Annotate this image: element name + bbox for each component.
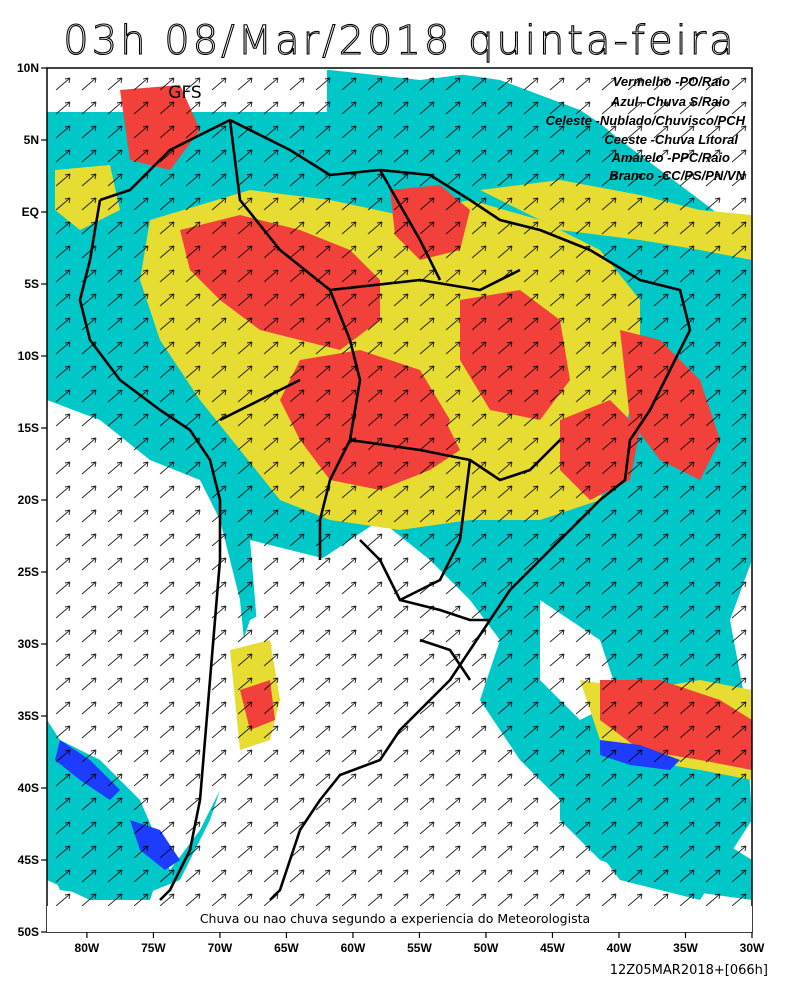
- lat-tick-label: 40S: [18, 781, 39, 795]
- lat-tick-label: 5N: [24, 133, 39, 147]
- run-label: 12Z05MAR2018+[066h]: [609, 963, 768, 978]
- coastlines-borders: [78, 118, 692, 901]
- legend-white: Branco -CC/PS/PN/VN: [609, 168, 745, 183]
- lat-tick-label: 45S: [18, 853, 39, 867]
- legend-yellow: Amarelo -PPC/Raio: [611, 150, 731, 165]
- lon-tick-label: 50W: [474, 941, 499, 955]
- footer-note: Chuva ou nao chuva segundo a experiencia…: [200, 911, 590, 926]
- lon-tick-label: 40W: [607, 941, 632, 955]
- wind-vectors: [47, 68, 752, 932]
- lon-tick-label: 30W: [740, 941, 765, 955]
- lat-tick-label: 10N: [17, 61, 39, 75]
- model-label: GFS: [168, 83, 201, 103]
- lat-tick-label: 30S: [18, 637, 39, 651]
- lon-tick-label: 35W: [673, 941, 698, 955]
- lat-tick-label: 50S: [18, 925, 39, 939]
- legend-coastal-rain: Ceeste -Chuva Litoral: [604, 132, 738, 147]
- footer-note-box: [47, 906, 752, 932]
- lon-tick-label: 55W: [407, 941, 432, 955]
- latitude-ticks: 10N 5N EQ 5S 10S 15S 20S 25S 30S 35S 40S 45S 50S: [17, 61, 47, 939]
- lat-tick-label: EQ: [22, 205, 39, 219]
- lon-tick-label: 75W: [141, 941, 166, 955]
- longitude-ticks: 80W 75W 70W 65W 60W 55W 50W 45W 40W 35W 30W: [75, 932, 765, 955]
- legend: Vermelho -PO/Raio Azul -Chuva S/Raio Cel…: [546, 74, 746, 183]
- legend-blue: Azul -Chuva S/Raio: [610, 94, 730, 109]
- lat-tick-label: 25S: [18, 565, 39, 579]
- lat-tick-label: 5S: [24, 277, 39, 291]
- lat-tick-label: 35S: [18, 709, 39, 723]
- lon-tick-label: 45W: [540, 941, 565, 955]
- map-title: 03h 08/Mar/2018 quinta-feira: [63, 17, 737, 64]
- map-area: [47, 68, 752, 932]
- lon-tick-label: 80W: [75, 941, 100, 955]
- lon-tick-label: 60W: [341, 941, 366, 955]
- legend-red: Vermelho -PO/Raio: [613, 74, 730, 89]
- lat-tick-label: 15S: [18, 421, 39, 435]
- legend-light-cyan: Celeste -Nublado/Chuvisco/PCH: [546, 113, 746, 128]
- lon-tick-label: 70W: [208, 941, 233, 955]
- lon-tick-label: 65W: [274, 941, 299, 955]
- lat-tick-label: 20S: [18, 493, 39, 507]
- lat-tick-label: 10S: [18, 349, 39, 363]
